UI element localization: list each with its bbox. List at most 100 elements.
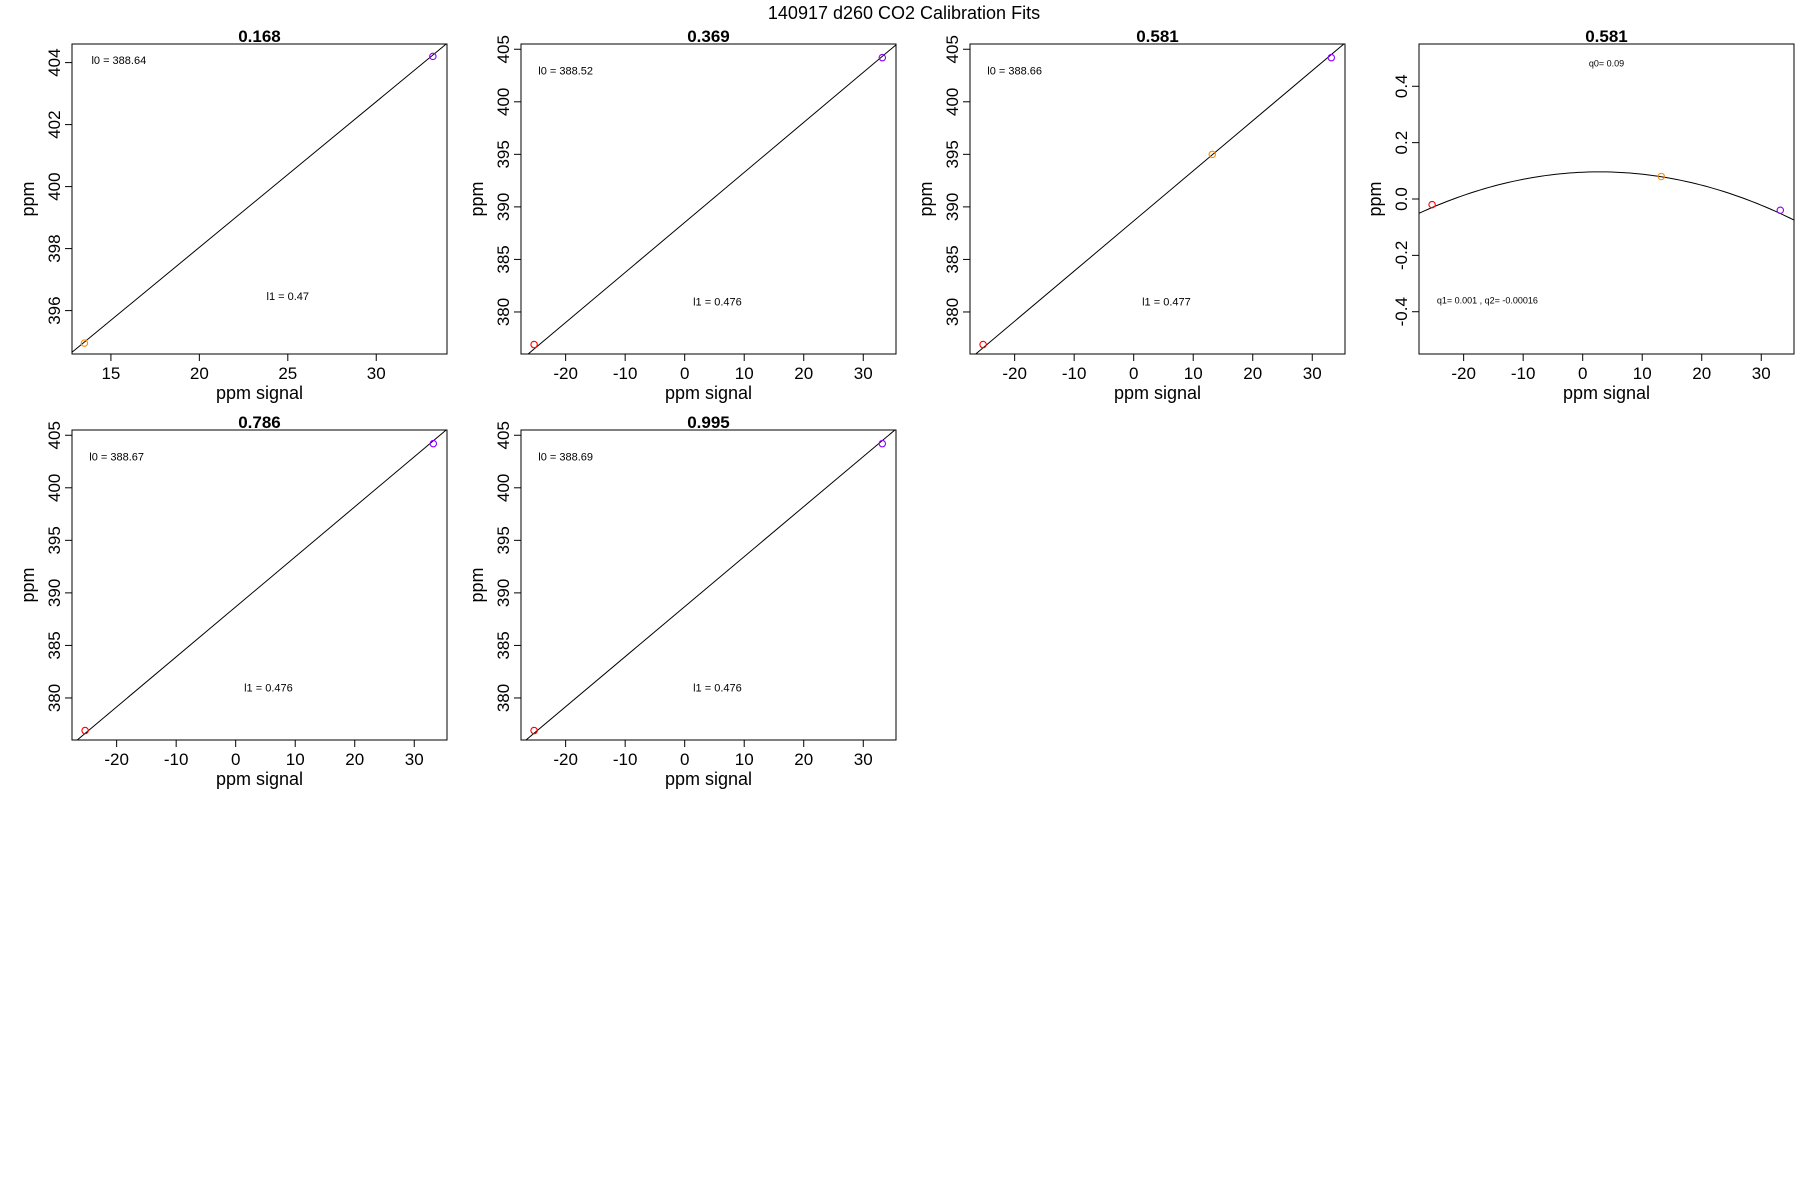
calibration-panel: -20 -10 0 10 20 30 380 385 390 395 400 405 0.786 ppm … <box>18 413 448 789</box>
x-tick-label: -10 <box>613 750 638 769</box>
x-tick-label: 20 <box>794 750 813 769</box>
y-tick-label: -0.4 <box>1392 297 1411 326</box>
plot-frame <box>71 429 448 741</box>
y-tick-label: 400 <box>943 88 962 116</box>
x-tick-label: 10 <box>286 750 305 769</box>
x-tick-label: -10 <box>613 364 638 383</box>
x-tick-label: -10 <box>1511 364 1536 383</box>
y-tick-label: 390 <box>494 579 513 607</box>
panel-title: 0.786 <box>238 413 281 432</box>
plot-frame <box>520 429 897 741</box>
x-tick-label: 10 <box>735 750 754 769</box>
y-tick-label: 400 <box>45 172 64 200</box>
y-axis-label: ppm <box>467 181 487 216</box>
plot-frame <box>520 43 897 355</box>
data-point <box>1428 200 1436 209</box>
y-axis-label: ppm <box>1365 181 1385 216</box>
y-tick-label: 385 <box>45 631 64 659</box>
x-tick-label: 15 <box>101 364 120 383</box>
y-tick-label: 0.2 <box>1392 131 1411 155</box>
y-tick-label: 390 <box>45 579 64 607</box>
panel-title: 0.168 <box>238 27 281 46</box>
data-point <box>429 439 438 448</box>
y-tick-label: 395 <box>943 140 962 168</box>
x-tick-label: 0 <box>680 750 689 769</box>
y-tick-label: 402 <box>45 110 64 138</box>
fit-annotation: l1 = 0.47 <box>267 291 310 303</box>
data-point <box>878 53 887 62</box>
x-tick-label: 10 <box>1633 364 1652 383</box>
panels-group: 15 20 25 30 396 398 400 402 404 0.168 ppm signal pp… <box>18 27 1795 789</box>
data-point <box>1208 150 1217 159</box>
x-tick-label: -20 <box>553 364 578 383</box>
y-tick-label: 395 <box>494 526 513 554</box>
fit-annotation: q0= 0.09 <box>1589 59 1624 69</box>
x-tick-label: -20 <box>1451 364 1476 383</box>
fit-line <box>1419 171 1794 221</box>
fit-annotation: q1= 0.001 , q2= -0.00016 <box>1437 295 1538 305</box>
fit-annotation: l1 = 0.477 <box>1142 297 1191 309</box>
y-tick-label: 385 <box>494 631 513 659</box>
y-tick-label: 395 <box>45 526 64 554</box>
panel-title: 0.581 <box>1136 27 1179 46</box>
calibration-panel: -20 -10 0 10 20 30 380 385 390 395 400 405 0.581 ppm … <box>916 27 1346 403</box>
y-tick-label: 380 <box>45 684 64 712</box>
x-tick-label: 20 <box>1692 364 1711 383</box>
y-tick-label: 396 <box>45 296 64 324</box>
x-tick-label: 30 <box>854 364 873 383</box>
y-tick-label: 385 <box>943 245 962 273</box>
fit-annotation: l0 = 388.67 <box>89 451 144 463</box>
y-tick-label: 0.4 <box>1392 74 1411 98</box>
y-tick-label: 405 <box>494 421 513 449</box>
x-tick-label: 20 <box>1243 364 1262 383</box>
x-tick-label: 25 <box>278 364 297 383</box>
y-tick-label: 400 <box>494 474 513 502</box>
x-tick-label: 20 <box>345 750 364 769</box>
fit-line <box>527 44 896 354</box>
x-axis-label: ppm signal <box>1114 383 1201 403</box>
plot-frame <box>969 43 1346 355</box>
x-axis-label: ppm signal <box>216 383 303 403</box>
x-tick-label: 10 <box>735 364 754 383</box>
x-tick-label: -20 <box>104 750 129 769</box>
x-tick-label: 0 <box>231 750 240 769</box>
x-tick-label: -10 <box>1062 364 1087 383</box>
y-tick-label: 405 <box>494 35 513 63</box>
y-tick-label: 385 <box>494 245 513 273</box>
x-tick-label: 20 <box>794 364 813 383</box>
x-axis-label: ppm signal <box>665 769 752 789</box>
data-point <box>530 340 538 349</box>
x-tick-label: 0 <box>680 364 689 383</box>
y-tick-label: 390 <box>494 193 513 221</box>
x-tick-label: 0 <box>1578 364 1587 383</box>
y-tick-label: 380 <box>494 684 513 712</box>
x-tick-label: 30 <box>1752 364 1771 383</box>
plot-frame <box>1418 43 1795 355</box>
y-axis-label: ppm <box>916 181 936 216</box>
data-point <box>81 726 89 735</box>
y-axis-label: ppm <box>18 567 38 602</box>
plot-frame <box>71 43 448 355</box>
data-point <box>80 339 89 347</box>
y-axis-label: ppm <box>467 567 487 602</box>
x-axis-label: ppm signal <box>665 383 752 403</box>
y-tick-label: 0.0 <box>1392 187 1411 211</box>
y-tick-label: 404 <box>45 48 64 76</box>
calibration-panel: -20 -10 0 10 20 30 380 385 390 395 400 405 0.369 ppm … <box>467 27 897 403</box>
y-tick-label: -0.2 <box>1392 241 1411 270</box>
fit-annotation: l0 = 388.69 <box>538 451 593 463</box>
y-tick-label: 400 <box>45 474 64 502</box>
data-point <box>1327 53 1336 62</box>
calibration-panel: 15 20 25 30 396 398 400 402 404 0.168 ppm signal pp… <box>18 27 448 403</box>
data-point <box>979 340 987 349</box>
y-tick-label: 380 <box>494 298 513 326</box>
fit-line <box>525 430 896 740</box>
x-tick-label: 30 <box>1303 364 1322 383</box>
fit-annotation: l0 = 388.52 <box>538 65 593 77</box>
fit-line <box>72 44 447 353</box>
y-tick-label: 400 <box>494 88 513 116</box>
x-axis-label: ppm signal <box>1563 383 1650 403</box>
data-point <box>1657 172 1666 181</box>
y-tick-label: 405 <box>45 421 64 449</box>
